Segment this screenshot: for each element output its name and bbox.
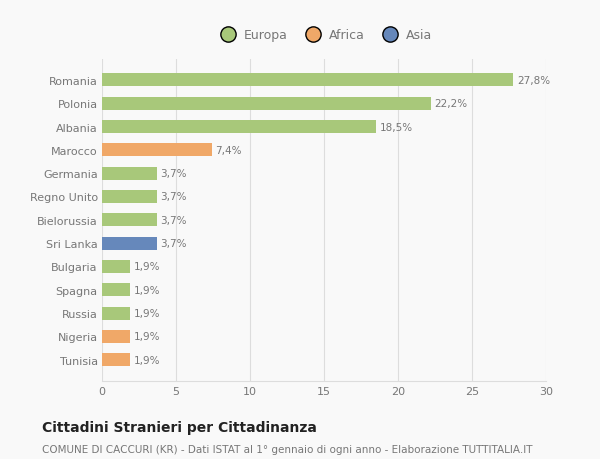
- Bar: [102, 190, 157, 203]
- Legend: Europa, Africa, Asia: Europa, Africa, Asia: [211, 24, 437, 47]
- Bar: [102, 307, 130, 320]
- Text: 27,8%: 27,8%: [517, 76, 550, 86]
- Text: 1,9%: 1,9%: [134, 332, 160, 341]
- Text: 1,9%: 1,9%: [134, 355, 160, 365]
- Text: 1,9%: 1,9%: [134, 285, 160, 295]
- Text: 22,2%: 22,2%: [434, 99, 467, 109]
- Text: Cittadini Stranieri per Cittadinanza: Cittadini Stranieri per Cittadinanza: [42, 420, 317, 434]
- Bar: [102, 330, 130, 343]
- Bar: [102, 121, 376, 134]
- Bar: [102, 237, 157, 250]
- Bar: [102, 144, 212, 157]
- Bar: [102, 168, 157, 180]
- Bar: [102, 74, 514, 87]
- Text: 18,5%: 18,5%: [380, 122, 413, 132]
- Text: 3,7%: 3,7%: [160, 192, 187, 202]
- Text: 3,7%: 3,7%: [160, 215, 187, 225]
- Text: COMUNE DI CACCURI (KR) - Dati ISTAT al 1° gennaio di ogni anno - Elaborazione TU: COMUNE DI CACCURI (KR) - Dati ISTAT al 1…: [42, 444, 533, 454]
- Text: 3,7%: 3,7%: [160, 239, 187, 249]
- Bar: [102, 98, 431, 110]
- Text: 1,9%: 1,9%: [134, 262, 160, 272]
- Text: 7,4%: 7,4%: [215, 146, 242, 156]
- Bar: [102, 284, 130, 297]
- Bar: [102, 214, 157, 227]
- Bar: [102, 353, 130, 366]
- Text: 3,7%: 3,7%: [160, 169, 187, 179]
- Bar: [102, 260, 130, 273]
- Text: 1,9%: 1,9%: [134, 308, 160, 319]
